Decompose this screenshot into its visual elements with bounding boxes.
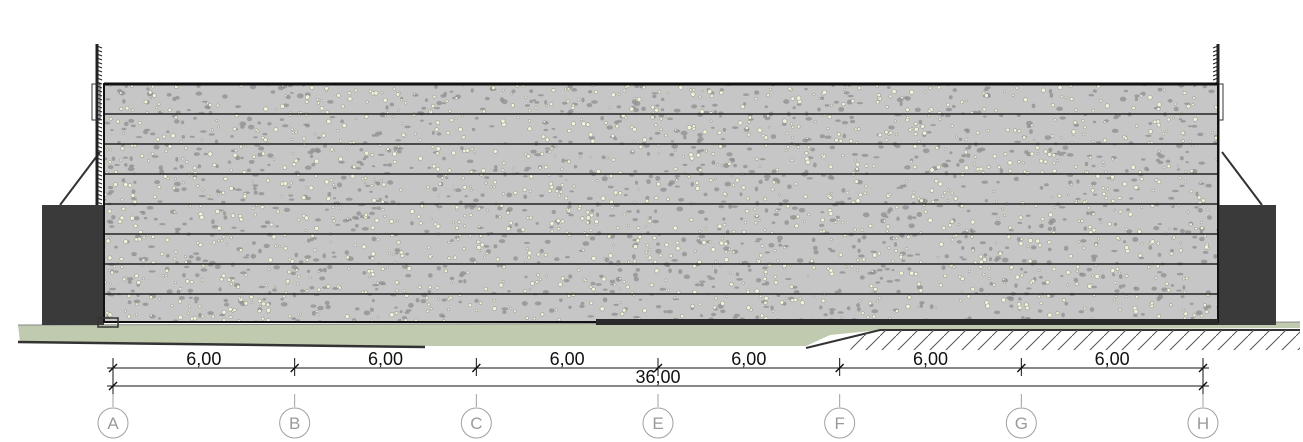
wall-panel	[103, 82, 1219, 323]
grid-axis-label: H	[1197, 414, 1209, 433]
dimension-label: 6,00	[913, 349, 948, 369]
dimension-label: 6,00	[731, 349, 766, 369]
grid-axis-label: A	[107, 414, 119, 433]
right-brace	[1221, 151, 1263, 206]
base-strip	[97, 317, 1218, 328]
earth-hatch	[850, 330, 1300, 350]
left-brace	[59, 151, 101, 206]
left-side-block	[42, 205, 104, 325]
total-dimension-label: 36,00	[635, 367, 680, 387]
grid-bubble	[642, 407, 674, 439]
grid-axis-label: F	[834, 414, 844, 433]
grid-axis-label: B	[289, 414, 300, 433]
left-mast	[91, 44, 103, 205]
dimension-label: 6,00	[1095, 349, 1130, 369]
grid-bubble	[824, 407, 856, 439]
grid-bubble	[1187, 407, 1219, 439]
grid-bubble	[279, 407, 311, 439]
right-side-block	[1218, 205, 1276, 325]
grid-bubble	[1005, 407, 1037, 439]
dimension-label: 6,00	[550, 349, 585, 369]
grid-axis-label: C	[470, 414, 482, 433]
grid-bubble	[460, 407, 492, 439]
dimension-label: 6,00	[368, 349, 403, 369]
dimension-label: 6,00	[186, 349, 221, 369]
grid-axis-label: E	[652, 414, 663, 433]
dimension-lines: 6,00 6,00 6,00 6,00 6,00 6,00 36,00	[107, 349, 1209, 394]
grid-bubble	[97, 407, 129, 439]
grid-axis-label: G	[1015, 414, 1028, 433]
